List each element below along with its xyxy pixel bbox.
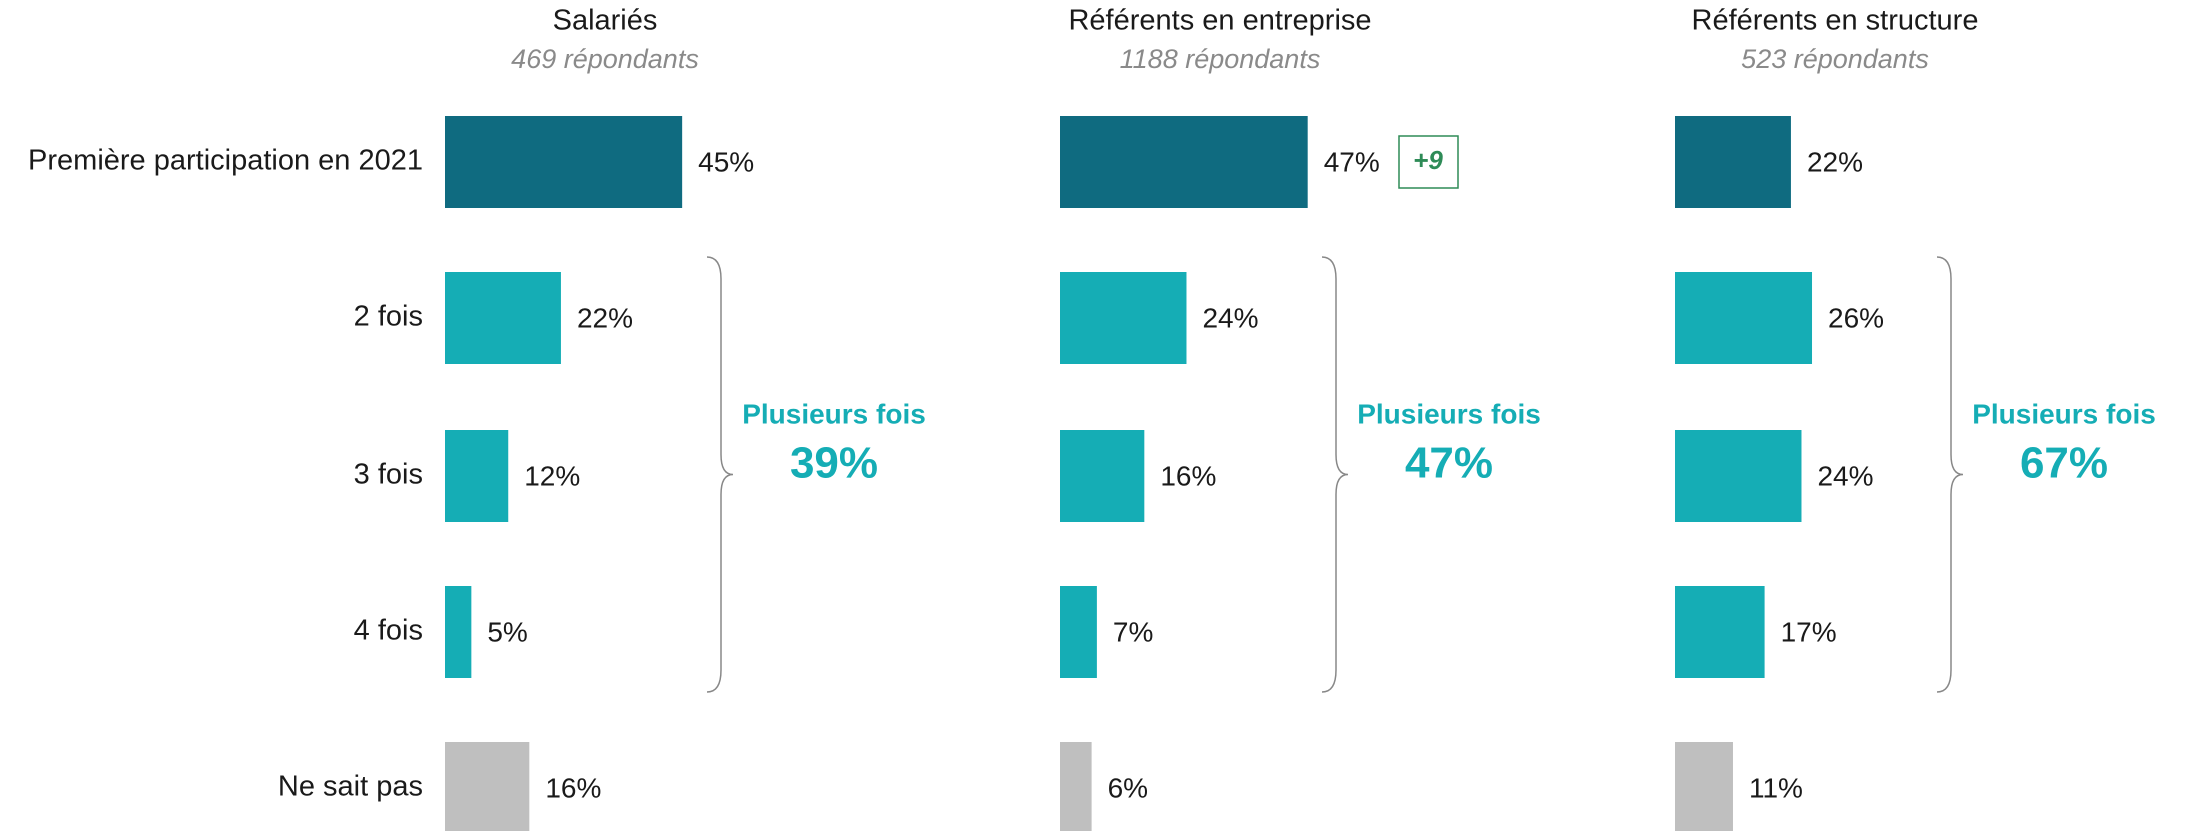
annotation-text: Plusieurs fois	[1357, 398, 1541, 429]
value-label: 24%	[1817, 460, 1873, 491]
value-label: 16%	[545, 772, 601, 803]
bar	[445, 272, 561, 364]
value-label: 6%	[1108, 772, 1148, 803]
brace	[1321, 256, 1349, 693]
annotation-value: 67%	[2020, 439, 2108, 488]
value-label: 22%	[577, 302, 633, 333]
bar	[1060, 272, 1187, 364]
value-label: 7%	[1113, 616, 1153, 647]
bar	[1060, 586, 1097, 678]
annotation-value: 47%	[1405, 439, 1493, 488]
category-label: Ne sait pas	[278, 771, 423, 803]
bar	[1060, 742, 1092, 831]
panel-title: Référents en entreprise	[1068, 5, 1371, 37]
brace	[706, 256, 734, 693]
value-label: 22%	[1807, 146, 1863, 177]
badge-label: +9	[1413, 145, 1443, 175]
panel-subtitle: 523 répondants	[1741, 44, 1929, 74]
bar	[1675, 430, 1802, 522]
bar	[1060, 430, 1145, 522]
value-label: 17%	[1781, 616, 1837, 647]
bar	[445, 430, 509, 522]
category-label: 3 fois	[354, 459, 423, 491]
annotation-value: 39%	[790, 439, 878, 488]
annotation-text: Plusieurs fois	[1972, 398, 2156, 429]
bar	[445, 742, 530, 831]
value-label: 24%	[1202, 302, 1258, 333]
category-label: 2 fois	[354, 301, 423, 333]
bar	[1675, 742, 1733, 831]
annotation-text: Plusieurs fois	[742, 398, 926, 429]
bar	[1675, 272, 1813, 364]
bar	[1675, 116, 1791, 208]
value-label: 12%	[524, 460, 580, 491]
panel-subtitle: 469 répondants	[511, 44, 699, 74]
panel-title: Salariés	[553, 5, 658, 37]
badge-box	[1398, 135, 1459, 189]
brace	[1936, 256, 1964, 693]
value-label: 26%	[1828, 302, 1884, 333]
value-label: 47%	[1324, 146, 1380, 177]
panel-title: Référents en structure	[1692, 5, 1979, 37]
category-label: Première participation en 2021	[28, 145, 423, 177]
value-label: 16%	[1160, 460, 1216, 491]
value-label: 5%	[487, 616, 527, 647]
value-label: 11%	[1749, 772, 1803, 803]
value-label: 45%	[698, 146, 754, 177]
bar	[445, 586, 472, 678]
bar	[445, 116, 683, 208]
panel-subtitle: 1188 répondants	[1120, 44, 1321, 74]
bar	[1060, 116, 1308, 208]
bar	[1675, 586, 1765, 678]
category-label: 4 fois	[354, 615, 423, 647]
